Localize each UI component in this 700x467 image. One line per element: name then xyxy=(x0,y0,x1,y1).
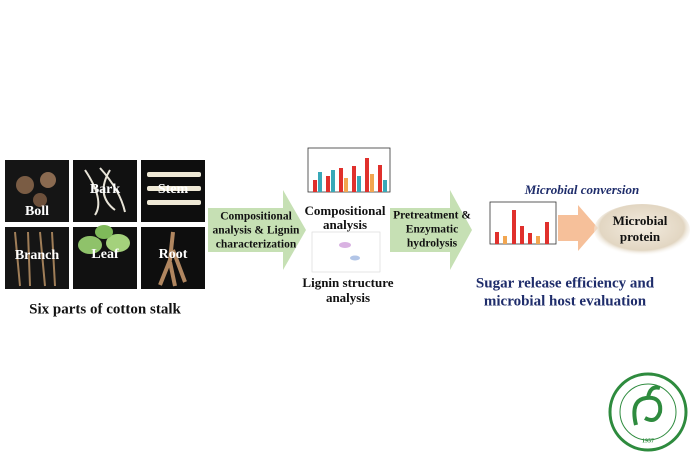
arrow-label: hydrolysis xyxy=(407,238,458,250)
arrow-label: Pretreatment & xyxy=(393,210,471,222)
arrow-label: characterization xyxy=(216,239,297,251)
composition-chart-image xyxy=(307,147,391,193)
section-label: analysis xyxy=(326,290,370,305)
product-label: Microbial xyxy=(613,213,668,228)
section-label: Lignin structure xyxy=(302,275,393,290)
arrow xyxy=(390,190,472,270)
section-label: Compositional xyxy=(305,203,386,218)
sugar-chart-image xyxy=(489,201,557,245)
tile-label: Stem xyxy=(158,182,189,197)
arrow-label: analysis & Lignin xyxy=(213,225,301,237)
tile-label: Branch xyxy=(15,248,60,263)
tile-label: Bark xyxy=(90,182,121,197)
photo-bark xyxy=(73,160,137,222)
tile-label: Root xyxy=(159,247,188,262)
logo-year: 1957 xyxy=(642,438,654,444)
section-label: analysis xyxy=(323,217,367,232)
photo-boll xyxy=(5,160,69,222)
caption: Six parts of cotton stalk xyxy=(29,301,181,317)
photo-grid xyxy=(5,160,205,289)
institute-logo: 1957 xyxy=(608,372,688,452)
result-label: Sugar release efficiency and xyxy=(476,275,655,291)
arrow xyxy=(558,205,598,251)
product-label: protein xyxy=(620,229,661,244)
tile-label: Leaf xyxy=(91,247,119,262)
arrow-label: Compositional xyxy=(220,211,292,223)
arrow xyxy=(208,190,306,270)
result-label: microbial host evaluation xyxy=(484,293,647,309)
lignin-spectrum-image xyxy=(311,231,381,273)
tile-label: Boll xyxy=(25,204,49,219)
arrow-label: Enzymatic xyxy=(406,224,458,236)
process-title: Microbial conversion xyxy=(524,182,639,197)
protein-powder-image xyxy=(594,204,690,256)
